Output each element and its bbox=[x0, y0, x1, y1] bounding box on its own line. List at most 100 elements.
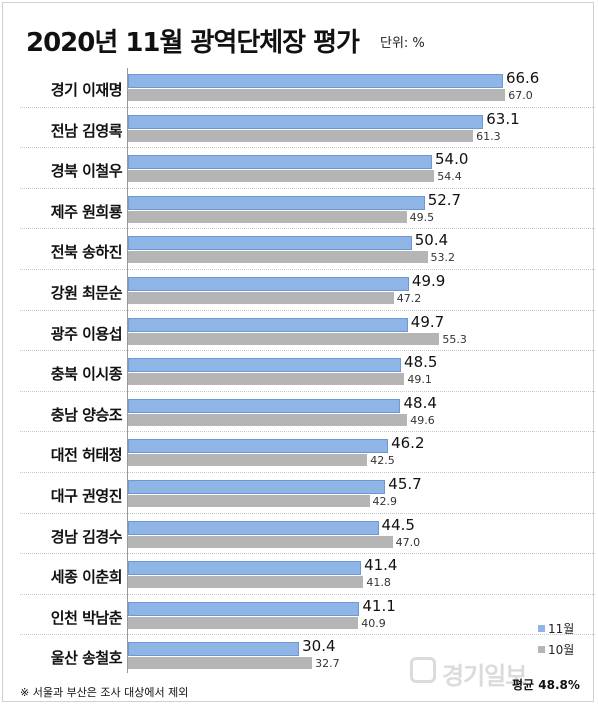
bar-previous bbox=[128, 576, 364, 589]
value-label-current: 41.4 bbox=[364, 556, 398, 575]
bar-current bbox=[128, 601, 360, 616]
value-label-previous: 47.2 bbox=[396, 292, 422, 305]
row-separator bbox=[20, 512, 595, 514]
bar-current bbox=[128, 317, 408, 332]
category-axis-line bbox=[127, 68, 128, 673]
bar-previous bbox=[128, 535, 393, 548]
row-separator bbox=[20, 106, 595, 108]
legend-swatch-current bbox=[538, 625, 545, 632]
category-label: 울산 송철호 bbox=[50, 649, 123, 668]
category-label: 경기 이재명 bbox=[50, 81, 123, 99]
bar-previous bbox=[128, 373, 405, 386]
value-label-previous: 32.7 bbox=[315, 657, 340, 671]
bar-previous bbox=[128, 170, 435, 183]
value-label-previous: 49.6 bbox=[410, 413, 435, 427]
category-label: 제주 원희룡 bbox=[50, 202, 123, 221]
value-label-current: 46.2 bbox=[391, 434, 425, 453]
value-label-current: 49.9 bbox=[411, 272, 446, 290]
bar-current bbox=[128, 236, 412, 251]
row-separator bbox=[20, 147, 595, 149]
average-label: 평균 48.8% bbox=[512, 678, 580, 692]
value-label-current: 41.1 bbox=[362, 596, 396, 615]
bar-current bbox=[128, 398, 401, 413]
chart-title: 2020년 11월 광역단체장 평가 bbox=[26, 28, 360, 58]
value-label-current: 45.7 bbox=[388, 475, 422, 493]
value-label-previous: 40.9 bbox=[361, 616, 386, 630]
bar-current bbox=[128, 439, 389, 454]
bar-previous bbox=[128, 413, 408, 426]
bar-current bbox=[128, 195, 425, 210]
category-label: 강원 최문순 bbox=[50, 284, 123, 302]
bar-previous bbox=[128, 292, 394, 304]
row-separator bbox=[20, 350, 595, 352]
value-label-current: 48.4 bbox=[403, 393, 437, 412]
row-separator bbox=[20, 309, 595, 311]
bar-current bbox=[128, 642, 300, 657]
bar-previous bbox=[128, 332, 440, 345]
category-label: 전북 송하진 bbox=[50, 243, 123, 262]
category-label: 대전 허태정 bbox=[50, 446, 123, 465]
bar-current bbox=[128, 277, 409, 291]
value-label-previous: 53.2 bbox=[430, 251, 456, 265]
row-separator bbox=[20, 187, 595, 189]
bar-previous bbox=[128, 251, 428, 264]
bar-previous bbox=[128, 616, 359, 629]
value-label-current: 49.7 bbox=[410, 312, 445, 331]
watermark: 경기일보 bbox=[442, 662, 527, 690]
legend-label-current: 11월 bbox=[548, 622, 575, 636]
value-label-previous: 49.1 bbox=[407, 373, 432, 387]
value-label-previous: 67.0 bbox=[508, 89, 533, 102]
bar-previous bbox=[128, 210, 407, 223]
bar-previous bbox=[128, 129, 474, 142]
bar-previous bbox=[128, 454, 368, 467]
row-separator bbox=[20, 269, 595, 270]
category-label: 경남 김경수 bbox=[50, 527, 123, 546]
unit-label: 단위: % bbox=[380, 36, 425, 51]
value-label-previous: 49.5 bbox=[409, 210, 435, 224]
category-label: 충북 이시종 bbox=[50, 365, 123, 384]
value-label-current: 44.5 bbox=[381, 515, 415, 534]
watermark-logo-icon bbox=[410, 657, 436, 683]
footnote: ※ 서울과 부산은 조사 대상에서 제외 bbox=[20, 686, 189, 699]
row-separator bbox=[20, 431, 595, 433]
bar-current bbox=[128, 114, 484, 129]
value-label-current: 30.4 bbox=[302, 637, 336, 656]
category-label: 경북 이철우 bbox=[50, 162, 123, 181]
row-separator bbox=[20, 553, 595, 555]
row-separator bbox=[20, 472, 595, 473]
value-label-current: 50.4 bbox=[414, 231, 449, 250]
bar-current bbox=[128, 480, 386, 494]
row-separator bbox=[20, 228, 595, 230]
value-label-previous: 54.4 bbox=[437, 170, 462, 184]
category-label: 충남 양승조 bbox=[50, 405, 123, 424]
value-label-current: 48.5 bbox=[404, 353, 438, 372]
value-label-current: 63.1 bbox=[486, 109, 520, 128]
bar-previous bbox=[128, 89, 506, 101]
row-separator bbox=[20, 390, 595, 392]
value-label-previous: 55.3 bbox=[442, 332, 467, 346]
bar-current bbox=[128, 74, 503, 88]
value-label-current: 66.6 bbox=[505, 69, 540, 87]
category-label: 전남 김영록 bbox=[50, 121, 123, 140]
value-label-previous: 42.9 bbox=[372, 495, 398, 508]
value-label-previous: 61.3 bbox=[476, 129, 501, 143]
row-separator bbox=[20, 634, 595, 636]
value-label-previous: 47.0 bbox=[395, 535, 421, 549]
bar-current bbox=[128, 520, 379, 535]
row-separator bbox=[20, 593, 595, 595]
value-label-current: 52.7 bbox=[427, 190, 462, 209]
category-label: 대구 권영진 bbox=[50, 487, 123, 505]
category-label: 광주 이용섭 bbox=[50, 324, 123, 343]
bar-previous bbox=[128, 657, 313, 670]
value-label-current: 54.0 bbox=[435, 150, 469, 169]
legend-swatch-previous bbox=[538, 646, 545, 653]
bar-current bbox=[128, 155, 433, 170]
category-label: 인천 박남춘 bbox=[50, 608, 123, 627]
bar-current bbox=[128, 358, 402, 373]
bar-previous bbox=[128, 495, 370, 507]
value-label-previous: 41.8 bbox=[366, 576, 391, 590]
category-label: 세종 이춘희 bbox=[50, 568, 123, 587]
bar-current bbox=[128, 561, 362, 576]
legend-label-previous: 10월 bbox=[548, 643, 575, 657]
